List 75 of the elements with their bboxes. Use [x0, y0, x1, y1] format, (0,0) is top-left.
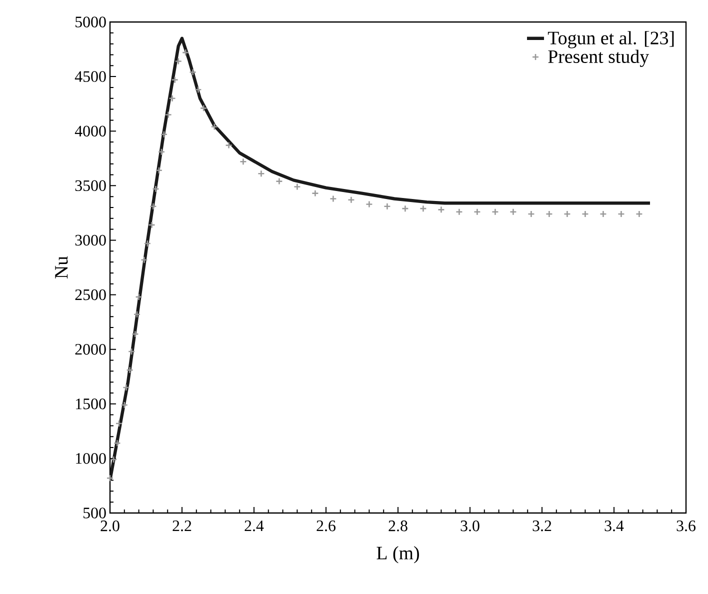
- point: [402, 204, 409, 212]
- x-tick-label: 2.6: [316, 520, 336, 532]
- y-axis-title: Nu: [55, 256, 68, 279]
- point: [438, 206, 445, 214]
- point: [164, 111, 172, 118]
- point: [158, 148, 166, 156]
- point: [456, 208, 463, 216]
- point: [182, 48, 190, 56]
- point: [528, 210, 535, 218]
- point: [168, 94, 176, 102]
- point: [152, 185, 160, 193]
- y-tick-label: 2500: [75, 289, 106, 300]
- point: [110, 456, 118, 464]
- point: [114, 440, 121, 447]
- point: [106, 474, 114, 482]
- y-tick-label: 5000: [76, 16, 106, 28]
- x-tick-label: 2.0: [100, 520, 120, 532]
- x-tick-label: 3.2: [532, 520, 552, 532]
- point: [582, 210, 589, 218]
- point: [240, 158, 247, 166]
- point: [132, 330, 139, 338]
- point: [171, 76, 178, 84]
- x-tick-label: 3.0: [460, 520, 480, 532]
- legend-label: Present study: [548, 50, 650, 67]
- y-tick-label: 4500: [74, 71, 106, 82]
- x-tick-label: 3.6: [676, 520, 696, 532]
- point: [128, 348, 136, 356]
- y-tick-label: 3500: [75, 180, 106, 192]
- point: [140, 256, 148, 264]
- point: [510, 208, 517, 216]
- point: [564, 210, 571, 218]
- x-tick-label: 2.4: [244, 520, 264, 532]
- point: [189, 68, 196, 76]
- y-tick-label: 1000: [76, 453, 106, 464]
- point: [126, 366, 134, 374]
- point: [492, 208, 499, 216]
- point: [150, 202, 157, 210]
- x-tick-label: 2.8: [388, 520, 408, 532]
- point: [546, 210, 553, 218]
- point: [258, 170, 265, 178]
- y-tick-label: 4000: [74, 126, 106, 136]
- point: [200, 104, 208, 112]
- y-tick-label: 3000: [75, 234, 106, 246]
- point: [135, 293, 142, 301]
- x-axis-title: L (m): [376, 546, 419, 564]
- point: [133, 310, 141, 318]
- point: [312, 190, 319, 197]
- y-tick-label: 1500: [76, 398, 106, 410]
- point: [115, 420, 123, 428]
- point: [194, 86, 202, 94]
- point: [144, 240, 152, 248]
- legend-label: Togun et al. [23]: [548, 31, 674, 48]
- point: [120, 401, 128, 409]
- point: [618, 210, 625, 218]
- point: [348, 196, 355, 204]
- point: [294, 183, 301, 190]
- point: [174, 58, 182, 65]
- point: [225, 142, 232, 149]
- point: [600, 210, 607, 218]
- y-tick-label: 2000: [75, 344, 106, 355]
- point: [155, 166, 163, 174]
- y-tick-label: 500: [83, 508, 106, 518]
- point: [366, 200, 373, 208]
- point: [330, 195, 337, 202]
- point: [122, 384, 130, 392]
- point: [384, 202, 391, 210]
- point: [474, 208, 481, 216]
- point: [148, 221, 156, 229]
- point: [420, 204, 427, 212]
- x-tick-label: 3.4: [604, 520, 624, 532]
- point: [210, 123, 218, 130]
- point: [276, 178, 283, 185]
- point: [160, 130, 168, 138]
- x-tick-label: 2.2: [172, 520, 192, 532]
- point: [636, 210, 643, 218]
